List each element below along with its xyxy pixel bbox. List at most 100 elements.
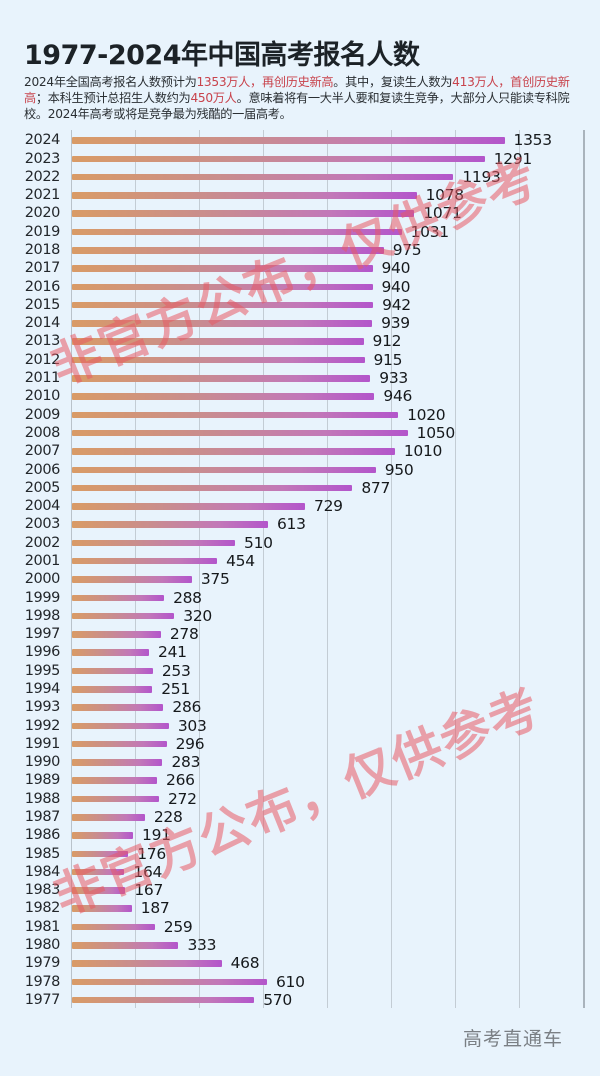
- bar-row: 2005 877: [0, 479, 600, 497]
- value-label: 191: [142, 826, 171, 845]
- grid-line: [391, 130, 393, 1008]
- bar: [72, 484, 353, 492]
- bar: [72, 576, 192, 583]
- bar: [72, 832, 134, 839]
- year-label: 2017: [24, 260, 61, 277]
- value-label: 278: [169, 625, 199, 644]
- bar: [72, 814, 145, 821]
- value-label: 320: [183, 606, 212, 625]
- year-label: 2019: [24, 223, 61, 240]
- year-label: 2023: [24, 150, 61, 167]
- year-label: 1996: [24, 644, 61, 661]
- year-label: 1978: [24, 973, 61, 990]
- value-label: 228: [153, 808, 183, 827]
- grid-line: [263, 130, 265, 1008]
- grid-line: [519, 130, 521, 1008]
- value-label: 259: [163, 917, 193, 936]
- bar: [72, 338, 364, 345]
- year-label: 1999: [24, 589, 61, 606]
- bar: [72, 265, 373, 272]
- bar-row: 1997 278: [0, 625, 600, 643]
- bar: [72, 429, 408, 437]
- bar: [72, 704, 164, 711]
- value-label: 187: [140, 899, 170, 918]
- bar: [72, 247, 384, 254]
- bar-row: 2014 939: [0, 314, 600, 332]
- value-label: 272: [167, 789, 197, 808]
- bar-row: 2019 1031: [0, 223, 600, 241]
- grid-line: [327, 130, 329, 1008]
- year-label: 2013: [24, 333, 61, 350]
- bar-row: 1983 167: [0, 881, 600, 899]
- bar: [72, 557, 218, 565]
- bar: [72, 887, 126, 894]
- value-label: 975: [392, 241, 422, 260]
- bar-row: 1996 241: [0, 643, 600, 661]
- bar: [72, 320, 373, 327]
- value-label: 613: [276, 515, 306, 534]
- bar: [72, 740, 167, 748]
- bar-row: 2003 613: [0, 515, 600, 533]
- bar-row: 2015 942: [0, 296, 600, 314]
- bar: [72, 649, 150, 656]
- bar-row: 1991 296: [0, 735, 600, 753]
- value-label: 167: [134, 881, 164, 900]
- year-label: 2022: [24, 168, 61, 185]
- bar: [72, 375, 371, 382]
- value-label: 296: [175, 734, 205, 753]
- grid-line: [199, 130, 201, 1008]
- bar-row: 2018 975: [0, 241, 600, 259]
- value-label: 729: [314, 497, 343, 516]
- year-label: 1994: [24, 681, 61, 697]
- year-label: 1998: [24, 607, 61, 624]
- bar-row: 1988 272: [0, 790, 600, 808]
- value-label: 610: [276, 972, 305, 991]
- year-label: 1986: [24, 827, 61, 844]
- grid-line: [135, 130, 137, 1008]
- value-label: 454: [226, 551, 255, 570]
- bar: [72, 356, 365, 364]
- bar: [72, 301, 374, 309]
- bar-row: 1989 266: [0, 771, 600, 789]
- bar: [72, 283, 373, 291]
- bar-row: 2009 1020: [0, 406, 600, 424]
- bar-row: 1993 286: [0, 698, 600, 716]
- bar-row: 2001 454: [0, 552, 600, 570]
- value-label: 946: [383, 387, 413, 406]
- bar-row: 2010 946: [0, 387, 600, 405]
- bar: [72, 612, 175, 620]
- bar-row: 2016 940: [0, 278, 600, 296]
- value-label: 266: [166, 771, 195, 790]
- value-label: 933: [379, 369, 408, 388]
- bar-row: 1979 468: [0, 954, 600, 972]
- value-label: 253: [161, 661, 191, 680]
- year-label: 1992: [24, 717, 61, 734]
- bar-row: 2022 1193: [0, 168, 600, 186]
- bar-row: 2008 1050: [0, 424, 600, 442]
- value-label: 1010: [403, 442, 443, 461]
- subtitle-highlight: 413万人，首创历史新高: [24, 75, 570, 105]
- year-label: 2006: [24, 461, 61, 478]
- bar: [72, 539, 236, 547]
- year-label: 1990: [24, 754, 61, 771]
- grid-line: [583, 130, 585, 1008]
- bar: [72, 448, 395, 455]
- bar-row: 2004 729: [0, 497, 600, 515]
- value-label: 1193: [462, 167, 501, 186]
- bar: [72, 850, 129, 858]
- year-label: 1991: [24, 735, 61, 752]
- value-label: 241: [158, 643, 187, 662]
- bar: [72, 960, 222, 967]
- year-label: 1984: [24, 863, 61, 880]
- year-label: 2016: [24, 278, 61, 295]
- value-label: 939: [381, 314, 410, 333]
- value-label: 468: [230, 954, 260, 973]
- year-label: 2018: [24, 242, 61, 259]
- bar: [72, 686, 153, 693]
- year-label: 2012: [24, 351, 61, 368]
- subtitle-text: 。意味着将有一大半人要和复读生竞争，大部分人只能读专科院校。2024年高考或将是…: [24, 91, 570, 121]
- year-label: 1980: [24, 937, 61, 954]
- year-label: 2021: [24, 187, 61, 204]
- year-label: 2014: [24, 315, 61, 332]
- bar: [72, 795, 159, 803]
